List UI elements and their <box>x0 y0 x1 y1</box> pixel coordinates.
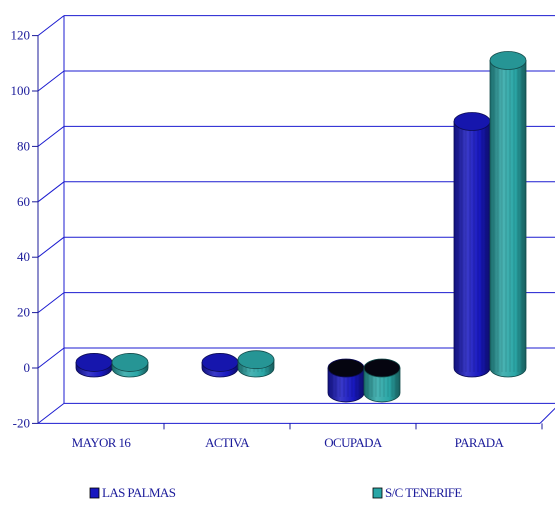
y-tick-label: 60 <box>17 194 30 209</box>
category-label: MAYOR 16 <box>72 435 132 450</box>
y-tick-label: 40 <box>17 249 30 264</box>
bar-3-0-body <box>453 121 491 378</box>
y-tick-label: -20 <box>13 415 30 430</box>
bar-0-0 <box>75 353 113 378</box>
bar-3-0-cap <box>453 112 491 131</box>
bar-1-0 <box>201 353 239 378</box>
y-tick-label: 100 <box>11 83 31 98</box>
y-tick-label: 80 <box>17 138 30 153</box>
y-tick-label: 120 <box>11 28 31 43</box>
legend-layer: LAS PALMAS S/C TENERIFE <box>89 485 463 500</box>
gridline-depth-1 <box>37 70 65 92</box>
gridline-depth-5 <box>37 292 65 313</box>
bar-1-1-cap <box>237 350 275 370</box>
gridline-depth-7 <box>37 403 65 424</box>
gridline-depth-0 <box>37 15 65 36</box>
category-label: ACTIVA <box>205 435 250 450</box>
bar-3-1-cap <box>489 51 527 70</box>
category-label: PARADA <box>455 435 505 450</box>
bar-3-1-body <box>489 60 527 378</box>
bar-2-1-cap <box>363 358 401 378</box>
bar-1-0-cap <box>201 353 239 372</box>
bar-3-1 <box>489 51 527 378</box>
bar-0-1-cap <box>111 353 149 372</box>
axis-layer: 120 100 80 60 40 20 0 -20 MAYOR 16 ACTIVA OCUPADA P… <box>11 28 543 450</box>
gridline-depth-3 <box>37 181 65 203</box>
y-tick-label: 20 <box>17 305 30 320</box>
category-label: OCUPADA <box>324 435 383 450</box>
bar-2-0 <box>327 358 365 403</box>
bar-2-0-cap <box>327 358 365 378</box>
bar-0-1 <box>111 353 149 378</box>
legend-label-1: S/C TENERIFE <box>385 485 462 500</box>
bar-0-0-cap <box>75 353 113 372</box>
bar-2-1 <box>363 358 401 403</box>
legend-swatch-0 <box>89 487 100 499</box>
bar-1-1 <box>237 350 275 378</box>
gridline-depth-4 <box>37 236 65 258</box>
bar-3-0 <box>453 112 491 378</box>
y-tick-label: 0 <box>24 360 31 375</box>
gridline-depth-6 <box>37 347 65 369</box>
bars-layer <box>75 51 527 403</box>
legend-label-0: LAS PALMAS <box>102 485 176 500</box>
floor-right-edge <box>539 407 555 424</box>
legend-swatch-1 <box>372 487 383 499</box>
gridline-depth-2 <box>37 126 65 147</box>
bar-2-1-body <box>363 367 401 403</box>
